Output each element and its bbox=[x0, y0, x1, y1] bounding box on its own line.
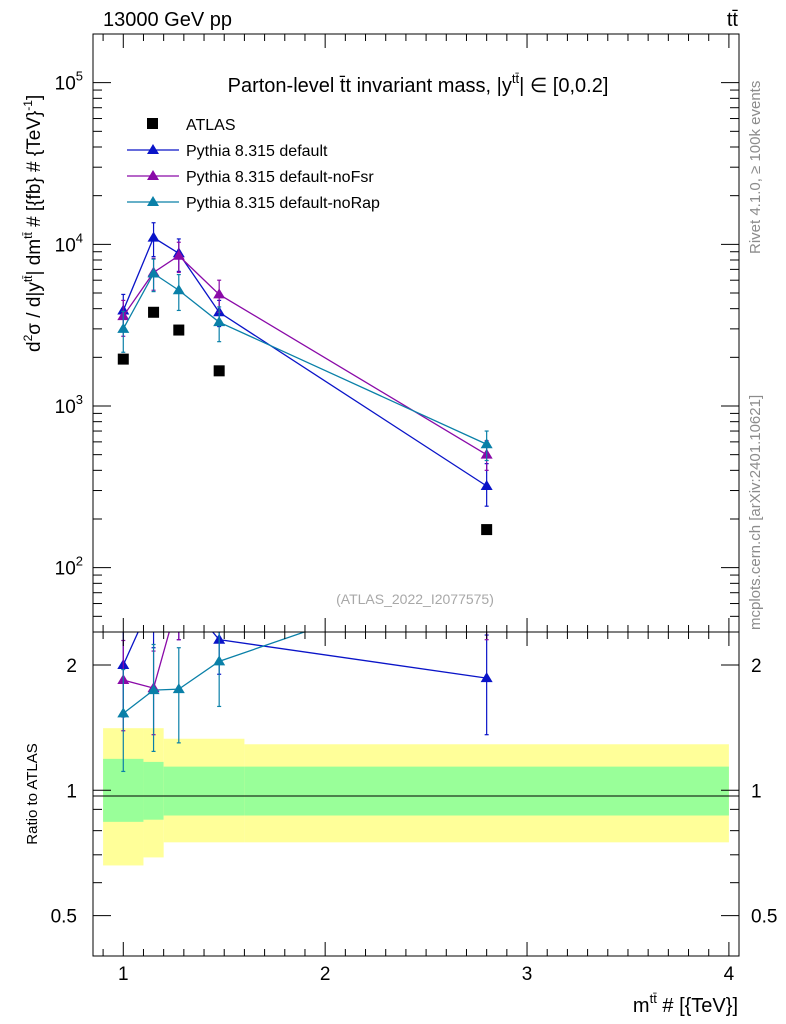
ratio-plot-frame bbox=[92, 631, 740, 957]
ratio-y-axis-label: Ratio to ATLAS bbox=[24, 743, 41, 844]
band-inner-bin bbox=[143, 761, 164, 820]
ratio-point-default bbox=[148, 592, 160, 602]
main-y-axis-label: d2σ / d|ytt̄| dmtt̄ # [{fb} # {TeV}-1] bbox=[21, 95, 45, 352]
series-line-norap bbox=[122, 272, 487, 445]
legend-marker-atlas bbox=[147, 118, 158, 129]
ratio-point-norap bbox=[117, 707, 130, 718]
data-point-default bbox=[480, 480, 493, 491]
ratio-point-default bbox=[480, 672, 493, 683]
data-point-norap bbox=[147, 267, 160, 278]
data-point-nofsr bbox=[172, 249, 185, 260]
ratio-point-nofsr bbox=[173, 592, 185, 602]
legend-marker-norap bbox=[147, 196, 159, 206]
data-point-atlas bbox=[117, 353, 129, 365]
data-point-atlas bbox=[481, 524, 493, 536]
ratio-uncertainty-band bbox=[103, 728, 729, 866]
main-plot-panel: 102 103 104 105 Parton-level t̄t invariant … bbox=[21, 33, 740, 633]
data-point-nofsr bbox=[213, 288, 226, 299]
data-point-atlas bbox=[148, 306, 160, 318]
legend: ATLAS Pythia 8.315 default Pythia 8.315 … bbox=[127, 117, 380, 212]
ratio-y-tick-label-left: 2 bbox=[66, 656, 77, 677]
data-point-norap bbox=[480, 438, 493, 449]
ratio-y-tick-label-left: 0.5 bbox=[51, 907, 77, 928]
data-point-atlas bbox=[213, 365, 225, 377]
main-y-tick-label: 105 bbox=[55, 69, 83, 95]
legend-marker-nofsr bbox=[147, 170, 159, 180]
x-tick-label: 3 bbox=[522, 964, 533, 985]
x-tick-label: 1 bbox=[118, 964, 129, 985]
data-point-norap bbox=[213, 316, 226, 327]
ratio-y-tick-label-right: 1 bbox=[751, 781, 762, 802]
x-tick-label: 2 bbox=[320, 964, 331, 985]
main-y-tick-label: 104 bbox=[55, 230, 83, 256]
x-tick-label: 4 bbox=[724, 964, 735, 985]
legend-label-default: Pythia 8.315 default bbox=[186, 143, 328, 160]
ratio-y-tick-label-right: 0.5 bbox=[751, 907, 777, 928]
ratio-plot-panel: 0.5 0.5 1 1 2 2 1 2 3 4 Ratio to ATLAS mtt̄ # [{T… bbox=[24, 563, 777, 1017]
energy-label: 13000 GeV pp bbox=[103, 9, 232, 31]
x-axis-label: mtt̄ # [{TeV}] bbox=[633, 991, 738, 1017]
analysis-watermark: (ATLAS_2022_I2077575) bbox=[336, 591, 494, 607]
ratio-point-norap bbox=[147, 684, 160, 695]
main-y-tick-label: 103 bbox=[55, 392, 83, 418]
ratio-y-tick-label-right: 2 bbox=[751, 656, 762, 677]
chart-title: Parton-level t̄t invariant mass, |ytt̄| … bbox=[228, 71, 609, 97]
main-axis-ticks: 102 103 104 105 bbox=[55, 33, 739, 633]
ratio-point-norap bbox=[172, 683, 185, 694]
data-point-default bbox=[147, 231, 160, 242]
series-line-nofsr bbox=[122, 254, 487, 456]
band-inner-bin bbox=[244, 766, 729, 816]
data-point-atlas bbox=[173, 324, 185, 336]
ratio-line-nofsr bbox=[123, 632, 170, 689]
process-label: tt̄ bbox=[727, 9, 739, 31]
ratio-data-layer bbox=[117, 563, 493, 773]
ratio-point-default bbox=[173, 586, 185, 596]
legend-label-nofsr: Pythia 8.315 default-noFsr bbox=[186, 169, 374, 186]
band-inner-bin bbox=[163, 766, 245, 816]
data-point-norap bbox=[172, 284, 185, 295]
mcplots-reference-label: mcplots.cern.ch [arXiv:2401.10621] bbox=[747, 395, 764, 630]
main-y-tick-label: 102 bbox=[55, 554, 83, 580]
legend-marker-default bbox=[147, 144, 159, 154]
ratio-y-tick-label-left: 1 bbox=[66, 781, 77, 802]
main-data-layer bbox=[117, 222, 493, 536]
legend-label-norap: Pythia 8.315 default-noRap bbox=[186, 195, 380, 212]
data-point-norap bbox=[117, 322, 130, 333]
rivet-version-label: Rivet 4.1.0, ≥ 100k events bbox=[747, 81, 764, 254]
ratio-axis-ticks: 0.5 0.5 1 1 2 2 1 2 3 4 bbox=[51, 632, 777, 985]
ratio-point-norap bbox=[213, 655, 226, 666]
legend-label-atlas: ATLAS bbox=[186, 117, 236, 134]
ratio-point-nofsr bbox=[213, 586, 225, 596]
ratio-point-norap bbox=[481, 563, 493, 573]
ratio-line-default bbox=[122, 632, 487, 679]
